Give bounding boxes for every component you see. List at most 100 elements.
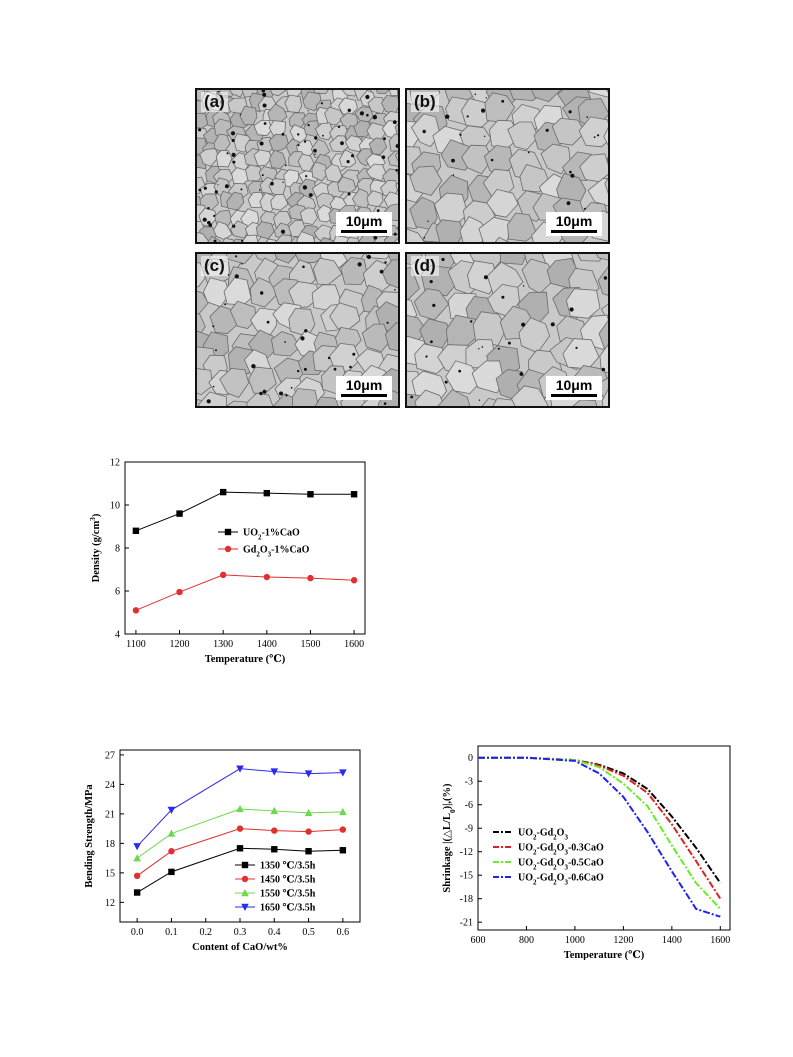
scale-bar: 10μm [336, 212, 392, 236]
legend-marker [241, 875, 249, 883]
data-point [271, 827, 278, 834]
series-line [136, 847, 343, 893]
grain-texture [407, 90, 608, 242]
series-line [478, 756, 722, 900]
y-tick-label: 27 [105, 750, 115, 761]
grain-network [197, 254, 398, 406]
legend-entry: 1650 ℃/3.5h [260, 903, 316, 914]
legend-marker [224, 528, 232, 536]
data-point [132, 607, 140, 614]
data-point [270, 768, 279, 776]
data-point [263, 573, 271, 581]
data-point [133, 872, 141, 880]
data-point [350, 577, 358, 584]
scale-bar: 10μm [546, 212, 602, 236]
data-point [263, 489, 271, 497]
series-2 [132, 571, 358, 614]
data-point [339, 807, 347, 816]
data-point [236, 765, 244, 773]
x-axis: 1100 1200 1300 1400 1500 1600 [126, 630, 364, 650]
y-tick-label: 4 [115, 630, 120, 641]
x-tick-label: 0.2 [199, 927, 212, 938]
data-point [305, 828, 312, 835]
panel-label: (b) [411, 92, 439, 112]
x-tick-label: 600 [471, 935, 486, 946]
x-axis: 0.0 0.1 0.2 0.3 0.4 0.5 0.6 [131, 918, 349, 938]
y-axis-label: Bending Strength/MPa [84, 784, 95, 888]
y-tick-label: -15 [460, 871, 473, 882]
x-axis-label: Content of CaO/wt% [192, 942, 288, 950]
series-line [478, 756, 722, 910]
data-point [339, 826, 347, 833]
x-tick-label: 1300 [213, 639, 233, 650]
legend-marker [241, 889, 249, 897]
data-point [219, 488, 227, 496]
series-1 [132, 488, 358, 534]
series-line [136, 828, 343, 877]
legend-entry: UO2-Gd2O3-0.6CaO [518, 873, 604, 887]
data-point [271, 846, 278, 853]
y-tick-label: -9 [465, 824, 473, 835]
series-line [136, 808, 343, 859]
series-4 [133, 765, 347, 851]
pores [410, 257, 608, 401]
x-tick-label: 0.6 [337, 927, 350, 938]
x-axis-label: Temperature (℃) [205, 654, 286, 665]
grain-texture [407, 254, 608, 406]
series-line [135, 574, 355, 611]
x-tick-label: 1600 [710, 935, 730, 946]
y-axis: 0 -3 -6 -9 -12 -15 -18 -21 [460, 753, 482, 929]
data-point [307, 574, 314, 582]
legend: UO2-Gd2O3UO2-Gd2O3-0.3CaOUO2-Gd2O3-0.5Ca… [493, 828, 604, 887]
series-line [478, 756, 721, 918]
x-tick-label: 800 [519, 935, 534, 946]
legend-entry: Gd2O3-1%CaO [243, 545, 310, 559]
data-point [307, 491, 314, 498]
data-point [219, 571, 227, 579]
legend-marker [224, 545, 232, 553]
micrograph-b: (b) 10μm [405, 88, 610, 244]
series-3 [478, 756, 722, 910]
legend-entry: 1550 ℃/3.5h [260, 889, 316, 900]
data-point [168, 868, 175, 876]
data-point [168, 848, 175, 855]
data-point [133, 889, 141, 896]
data-point [304, 808, 313, 817]
data-point [305, 848, 312, 855]
legend-entry: UO2-Gd2O3-0.3CaO [518, 843, 604, 857]
legend-marker [241, 903, 249, 911]
plot-frame [477, 745, 731, 931]
data-point [167, 806, 176, 814]
panel-label: (c) [201, 256, 228, 276]
x-tick-label: 0.3 [234, 927, 247, 938]
grain-texture [197, 254, 398, 406]
x-tick-label: 0.0 [131, 927, 144, 938]
data-point [176, 588, 183, 596]
legend-entry: 1450 ℃/3.5h [260, 875, 316, 886]
y-tick-label: -18 [460, 894, 473, 905]
y-axis-label: Shrinkage |(△L/L0)|,(%) [442, 783, 457, 893]
data-point [236, 825, 244, 832]
bending-strength-chart: 0.0 0.1 0.2 0.3 0.4 0.5 0.6 12 15 18 21 24 27 Content… [84, 749, 361, 950]
x-axis: 600 800 1000 1200 1400 1600 [471, 926, 730, 946]
density-chart: 1100 1200 1300 1400 1500 1600 4 6 8 10 12 Temperatu… [88, 458, 366, 665]
micrograph-d: (d) 10μm [405, 252, 610, 408]
x-tick-label: 1000 [565, 935, 585, 946]
data-point [339, 847, 347, 854]
x-tick-label: 1100 [126, 639, 146, 650]
panel-label: (a) [201, 92, 228, 112]
legend-entry: UO2-Gd2O3-0.5CaO [518, 858, 604, 872]
micrograph-a: (a) 10μm [195, 88, 400, 244]
y-tick-label: 0 [468, 753, 473, 764]
x-tick-label: 1600 [344, 639, 364, 650]
y-tick-label: 12 [105, 898, 115, 909]
series-line [136, 768, 343, 847]
data-point [133, 843, 141, 851]
legend: 1350 ℃/3.5h 1450 ℃/3.5h 1550 ℃/3.5h 1650 ℃/… [235, 861, 316, 914]
x-tick-label: 1500 [300, 639, 320, 650]
data-point [167, 829, 176, 837]
series-line [478, 756, 722, 884]
y-tick-label: -6 [465, 800, 473, 811]
series-4 [478, 756, 721, 918]
legend-entry: UO2-1%CaO [243, 528, 300, 542]
